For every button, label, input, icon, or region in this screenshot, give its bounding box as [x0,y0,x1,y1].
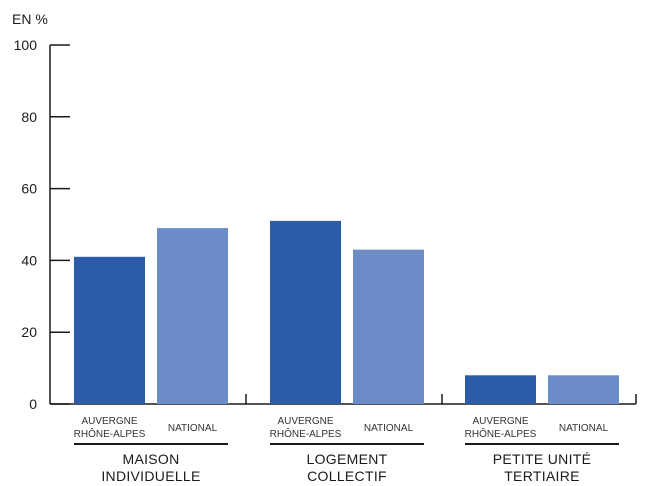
y-tick-label: 60 [21,181,37,197]
y-tick-label: 100 [14,37,38,53]
bar-category-label: AUVERGNE [81,416,137,427]
bar [157,228,228,404]
y-tick-label: 0 [29,396,37,412]
group-label: MAISON [122,451,179,467]
bar-category-label: NATIONAL [364,423,414,434]
bar-category-label: RHÔNE-ALPES [465,427,537,440]
bar [548,375,619,404]
bar-category-label: AUVERGNE [472,416,528,427]
y-tick-label: 20 [21,324,37,340]
bar [353,249,424,404]
unit-label: EN % [12,11,48,27]
bar-category-label: RHÔNE-ALPES [74,427,146,440]
bar-category-label: RHÔNE-ALPES [270,427,342,440]
bar [465,375,536,404]
bar-category-label: NATIONAL [559,423,609,434]
bar-category-label: NATIONAL [168,423,218,434]
bar [270,220,341,404]
group-label: TERTIAIRE [504,468,580,484]
group-label: LOGEMENT [307,451,388,467]
group-label: COLLECTIF [307,468,387,484]
group-label: PETITE UNITÉ [493,451,592,467]
group-label: INDIVIDUELLE [101,468,200,484]
y-tick-label: 40 [21,252,37,268]
bar-category-label: AUVERGNE [277,416,333,427]
y-tick-label: 80 [21,109,37,125]
bar [74,256,145,404]
